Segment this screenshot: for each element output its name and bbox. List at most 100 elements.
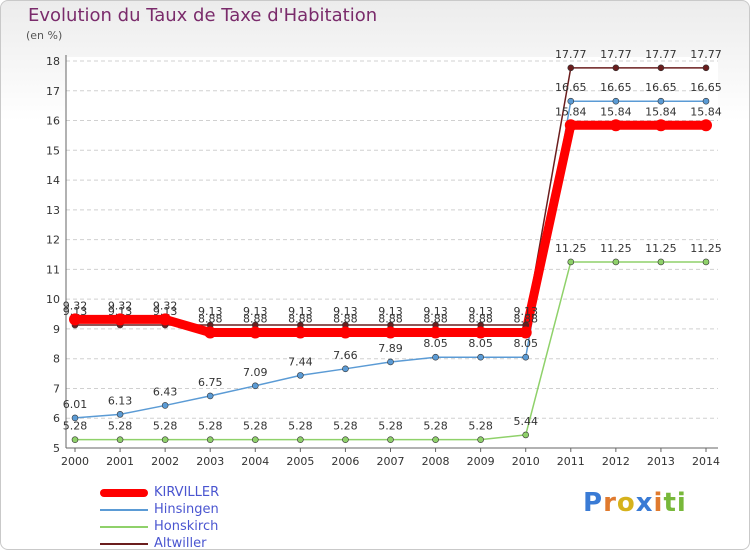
- data-label: 16.65: [645, 81, 677, 94]
- data-point: [702, 97, 710, 105]
- legend-swatch: [100, 526, 148, 528]
- data-point: [567, 258, 575, 266]
- data-label: 15.84: [555, 105, 587, 118]
- data-label: 9.13: [288, 305, 313, 318]
- legend-label: Hinsingen: [154, 502, 219, 517]
- data-point: [522, 353, 530, 361]
- data-label: 17.77: [555, 48, 587, 61]
- legend-label: Honskirch: [154, 519, 219, 534]
- chart-title: Evolution du Taux de Taxe d'Habitation: [28, 5, 378, 26]
- data-label: 9.13: [333, 305, 358, 318]
- data-label: 16.65: [600, 81, 632, 94]
- data-label: 5.28: [468, 420, 493, 433]
- y-tick-label: 17: [46, 85, 60, 98]
- data-label: 9.32: [153, 299, 178, 312]
- y-tick-label: 8: [53, 353, 60, 366]
- data-label: 8.88: [378, 312, 403, 325]
- x-tick-label: 2009: [467, 455, 495, 468]
- data-label: 11.25: [600, 242, 632, 255]
- data-label: 9.13: [198, 305, 223, 318]
- data-label: 16.65: [555, 81, 587, 94]
- data-label: 8.88: [288, 312, 313, 325]
- data-label: 8.88: [423, 312, 448, 325]
- data-label: 8.88: [468, 312, 493, 325]
- x-tick-label: 2002: [151, 455, 179, 468]
- data-label: 8.05: [423, 337, 448, 350]
- y-tick-label: 11: [46, 263, 60, 276]
- data-point: [657, 97, 665, 105]
- data-point: [432, 436, 439, 443]
- data-label: 15.84: [600, 105, 632, 118]
- data-point: [204, 326, 217, 339]
- data-label: 8.88: [513, 312, 538, 325]
- data-point: [384, 326, 397, 339]
- data-point: [567, 64, 575, 72]
- logo-letter: x: [635, 488, 654, 518]
- y-tick-label: 18: [46, 55, 60, 68]
- data-point: [657, 64, 665, 72]
- legend-item-kirviller: KIRVILLER: [100, 484, 300, 501]
- legend-item-honskirch: Honskirch: [100, 518, 300, 535]
- data-label: 11.25: [645, 242, 677, 255]
- data-point: [206, 436, 214, 443]
- data-point: [161, 436, 169, 443]
- data-label: 11.25: [555, 242, 587, 255]
- data-label: 5.28: [243, 420, 268, 433]
- y-axis-unit-label: (en %): [26, 29, 63, 42]
- data-point: [474, 326, 487, 339]
- data-point: [519, 326, 532, 339]
- y-tick-label: 15: [46, 144, 60, 157]
- data-point: [387, 358, 394, 366]
- y-tick-label: 16: [46, 115, 60, 128]
- x-tick-label: 2014: [692, 455, 720, 468]
- data-label: 8.05: [513, 337, 538, 350]
- data-label: 8.05: [468, 337, 493, 350]
- data-label: 5.28: [288, 420, 313, 433]
- data-label: 7.44: [288, 355, 313, 368]
- data-point: [71, 414, 79, 422]
- data-point: [477, 436, 484, 443]
- y-tick-label: 9: [53, 323, 60, 336]
- data-label: 5.28: [108, 420, 133, 433]
- y-tick-label: 14: [46, 174, 60, 187]
- x-tick-label: 2007: [377, 455, 405, 468]
- logo-letter: r: [603, 488, 617, 518]
- x-tick-label: 2003: [196, 455, 224, 468]
- data-point: [612, 64, 620, 72]
- x-tick-label: 2008: [422, 455, 450, 468]
- data-label: 5.28: [333, 420, 358, 433]
- x-tick-label: 2011: [557, 455, 585, 468]
- data-label: 9.13: [108, 305, 133, 318]
- data-label: 7.09: [243, 366, 268, 379]
- data-point: [387, 436, 394, 443]
- data-point: [342, 365, 349, 373]
- data-point: [297, 372, 304, 379]
- legend-swatch: [100, 489, 148, 497]
- data-label: 7.89: [378, 342, 403, 355]
- data-label: 5.28: [423, 420, 448, 433]
- data-label: 6.75: [198, 376, 223, 389]
- data-point: [251, 436, 259, 443]
- data-point: [612, 258, 620, 266]
- y-tick-label: 7: [53, 382, 60, 395]
- data-point: [700, 119, 712, 132]
- data-label: 6.13: [108, 394, 133, 407]
- data-point: [71, 436, 79, 443]
- data-label: 5.44: [513, 415, 538, 428]
- y-tick-label: 12: [46, 234, 60, 247]
- legend-swatch: [100, 509, 148, 511]
- legend-item-altwiller: Altwiller: [100, 535, 300, 552]
- data-label: 8.88: [333, 312, 358, 325]
- x-tick-label: 2012: [602, 455, 630, 468]
- logo-letter: i: [653, 488, 664, 518]
- data-point: [339, 326, 352, 339]
- x-tick-label: 2006: [331, 455, 359, 468]
- x-tick-label: 2005: [286, 455, 314, 468]
- data-point: [429, 326, 442, 339]
- data-label: 5.28: [63, 420, 88, 433]
- y-tick-label: 13: [46, 204, 60, 217]
- x-tick-label: 2004: [241, 455, 269, 468]
- data-label: 15.84: [690, 105, 722, 118]
- legend-label: Altwiller: [154, 536, 207, 551]
- data-label: 8.88: [198, 312, 223, 325]
